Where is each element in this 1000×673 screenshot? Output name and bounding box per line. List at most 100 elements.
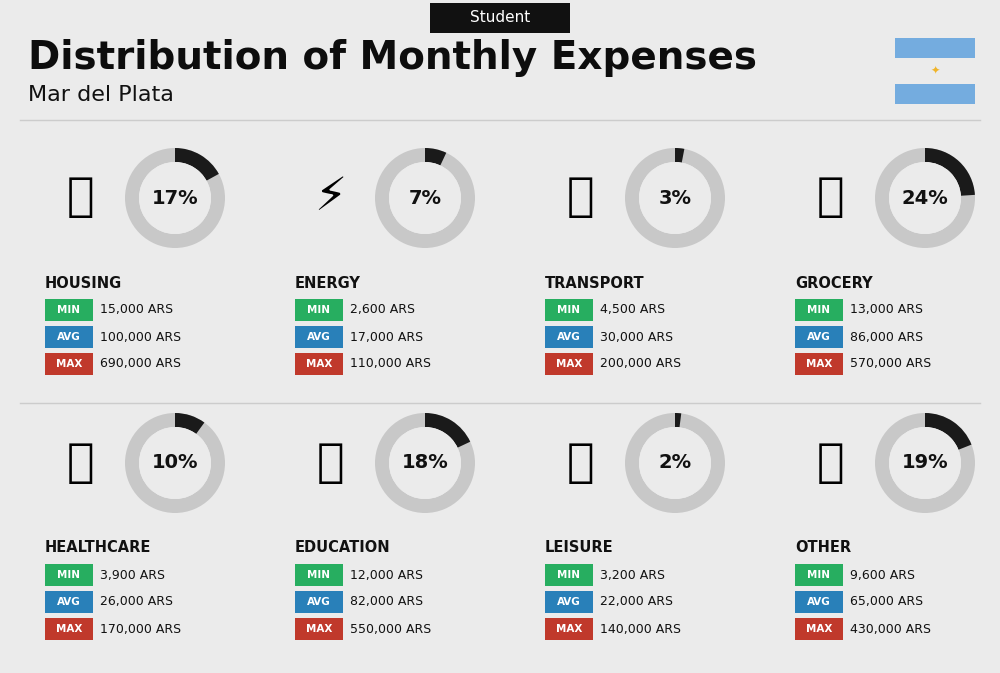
- Text: 65,000 ARS: 65,000 ARS: [850, 596, 923, 608]
- Text: 3,200 ARS: 3,200 ARS: [600, 569, 665, 581]
- FancyBboxPatch shape: [545, 618, 593, 640]
- Text: 26,000 ARS: 26,000 ARS: [100, 596, 173, 608]
- Text: 170,000 ARS: 170,000 ARS: [100, 623, 181, 635]
- FancyBboxPatch shape: [545, 326, 593, 348]
- FancyBboxPatch shape: [295, 353, 343, 375]
- Text: Student: Student: [470, 11, 530, 26]
- FancyBboxPatch shape: [295, 326, 343, 348]
- Text: MAX: MAX: [806, 359, 832, 369]
- FancyBboxPatch shape: [795, 564, 843, 586]
- Text: 12,000 ARS: 12,000 ARS: [350, 569, 423, 581]
- Text: MAX: MAX: [56, 624, 82, 634]
- Wedge shape: [875, 148, 975, 248]
- FancyBboxPatch shape: [795, 591, 843, 613]
- FancyBboxPatch shape: [895, 61, 975, 81]
- FancyBboxPatch shape: [45, 353, 93, 375]
- FancyBboxPatch shape: [545, 353, 593, 375]
- Text: AVG: AVG: [557, 332, 581, 342]
- Wedge shape: [925, 413, 971, 450]
- Wedge shape: [125, 413, 225, 513]
- FancyBboxPatch shape: [45, 618, 93, 640]
- Text: 2,600 ARS: 2,600 ARS: [350, 304, 415, 316]
- Text: 15,000 ARS: 15,000 ARS: [100, 304, 173, 316]
- Text: 550,000 ARS: 550,000 ARS: [350, 623, 431, 635]
- FancyBboxPatch shape: [45, 326, 93, 348]
- Text: MAX: MAX: [306, 359, 332, 369]
- Text: HOUSING: HOUSING: [45, 275, 122, 291]
- Circle shape: [389, 162, 461, 234]
- Text: EDUCATION: EDUCATION: [295, 540, 391, 555]
- Wedge shape: [875, 413, 975, 513]
- Text: 19%: 19%: [902, 454, 948, 472]
- Text: TRANSPORT: TRANSPORT: [545, 275, 645, 291]
- FancyBboxPatch shape: [545, 564, 593, 586]
- FancyBboxPatch shape: [430, 3, 570, 33]
- Text: AVG: AVG: [807, 597, 831, 607]
- Text: MAX: MAX: [56, 359, 82, 369]
- Text: MIN: MIN: [58, 570, 80, 580]
- Text: 17%: 17%: [152, 188, 198, 207]
- Text: 140,000 ARS: 140,000 ARS: [600, 623, 681, 635]
- Text: ENERGY: ENERGY: [295, 275, 361, 291]
- Circle shape: [889, 162, 961, 234]
- Text: 100,000 ARS: 100,000 ARS: [100, 330, 181, 343]
- Text: AVG: AVG: [807, 332, 831, 342]
- FancyBboxPatch shape: [295, 299, 343, 321]
- Text: AVG: AVG: [307, 332, 331, 342]
- Text: MIN: MIN: [808, 305, 830, 315]
- Text: MIN: MIN: [308, 305, 330, 315]
- Wedge shape: [125, 148, 225, 248]
- Text: 17,000 ARS: 17,000 ARS: [350, 330, 423, 343]
- Text: 24%: 24%: [902, 188, 948, 207]
- Text: MIN: MIN: [808, 570, 830, 580]
- Wedge shape: [675, 413, 681, 427]
- Wedge shape: [375, 148, 475, 248]
- FancyBboxPatch shape: [45, 564, 93, 586]
- FancyBboxPatch shape: [45, 299, 93, 321]
- Text: OTHER: OTHER: [795, 540, 851, 555]
- FancyBboxPatch shape: [795, 299, 843, 321]
- Text: MIN: MIN: [308, 570, 330, 580]
- Text: MAX: MAX: [556, 359, 582, 369]
- FancyBboxPatch shape: [895, 84, 975, 104]
- Text: AVG: AVG: [57, 332, 81, 342]
- Text: Mar del Plata: Mar del Plata: [28, 85, 174, 105]
- Text: ✦: ✦: [930, 66, 940, 76]
- FancyBboxPatch shape: [45, 591, 93, 613]
- Text: Distribution of Monthly Expenses: Distribution of Monthly Expenses: [28, 39, 757, 77]
- Text: MIN: MIN: [558, 570, 580, 580]
- Text: AVG: AVG: [57, 597, 81, 607]
- FancyBboxPatch shape: [895, 38, 975, 58]
- Circle shape: [639, 162, 711, 234]
- FancyBboxPatch shape: [295, 564, 343, 586]
- Text: GROCERY: GROCERY: [795, 275, 873, 291]
- Text: HEALTHCARE: HEALTHCARE: [45, 540, 151, 555]
- Text: 22,000 ARS: 22,000 ARS: [600, 596, 673, 608]
- Text: 🏥: 🏥: [66, 441, 94, 485]
- FancyBboxPatch shape: [795, 353, 843, 375]
- Circle shape: [389, 427, 461, 499]
- FancyBboxPatch shape: [795, 618, 843, 640]
- Text: 430,000 ARS: 430,000 ARS: [850, 623, 931, 635]
- Text: MAX: MAX: [306, 624, 332, 634]
- FancyBboxPatch shape: [795, 326, 843, 348]
- FancyBboxPatch shape: [295, 618, 343, 640]
- Text: 110,000 ARS: 110,000 ARS: [350, 357, 431, 371]
- Text: 🚌: 🚌: [566, 176, 594, 221]
- Text: AVG: AVG: [307, 597, 331, 607]
- Wedge shape: [925, 148, 975, 196]
- Text: LEISURE: LEISURE: [545, 540, 614, 555]
- Text: 200,000 ARS: 200,000 ARS: [600, 357, 681, 371]
- FancyBboxPatch shape: [545, 299, 593, 321]
- Wedge shape: [625, 413, 725, 513]
- Wedge shape: [175, 148, 219, 180]
- Text: 9,600 ARS: 9,600 ARS: [850, 569, 915, 581]
- Text: 18%: 18%: [402, 454, 448, 472]
- Text: MIN: MIN: [558, 305, 580, 315]
- Text: 🛍: 🛍: [566, 441, 594, 485]
- Text: 🏢: 🏢: [66, 176, 94, 221]
- Wedge shape: [425, 148, 446, 166]
- Text: MAX: MAX: [806, 624, 832, 634]
- Text: 7%: 7%: [409, 188, 442, 207]
- Circle shape: [139, 162, 211, 234]
